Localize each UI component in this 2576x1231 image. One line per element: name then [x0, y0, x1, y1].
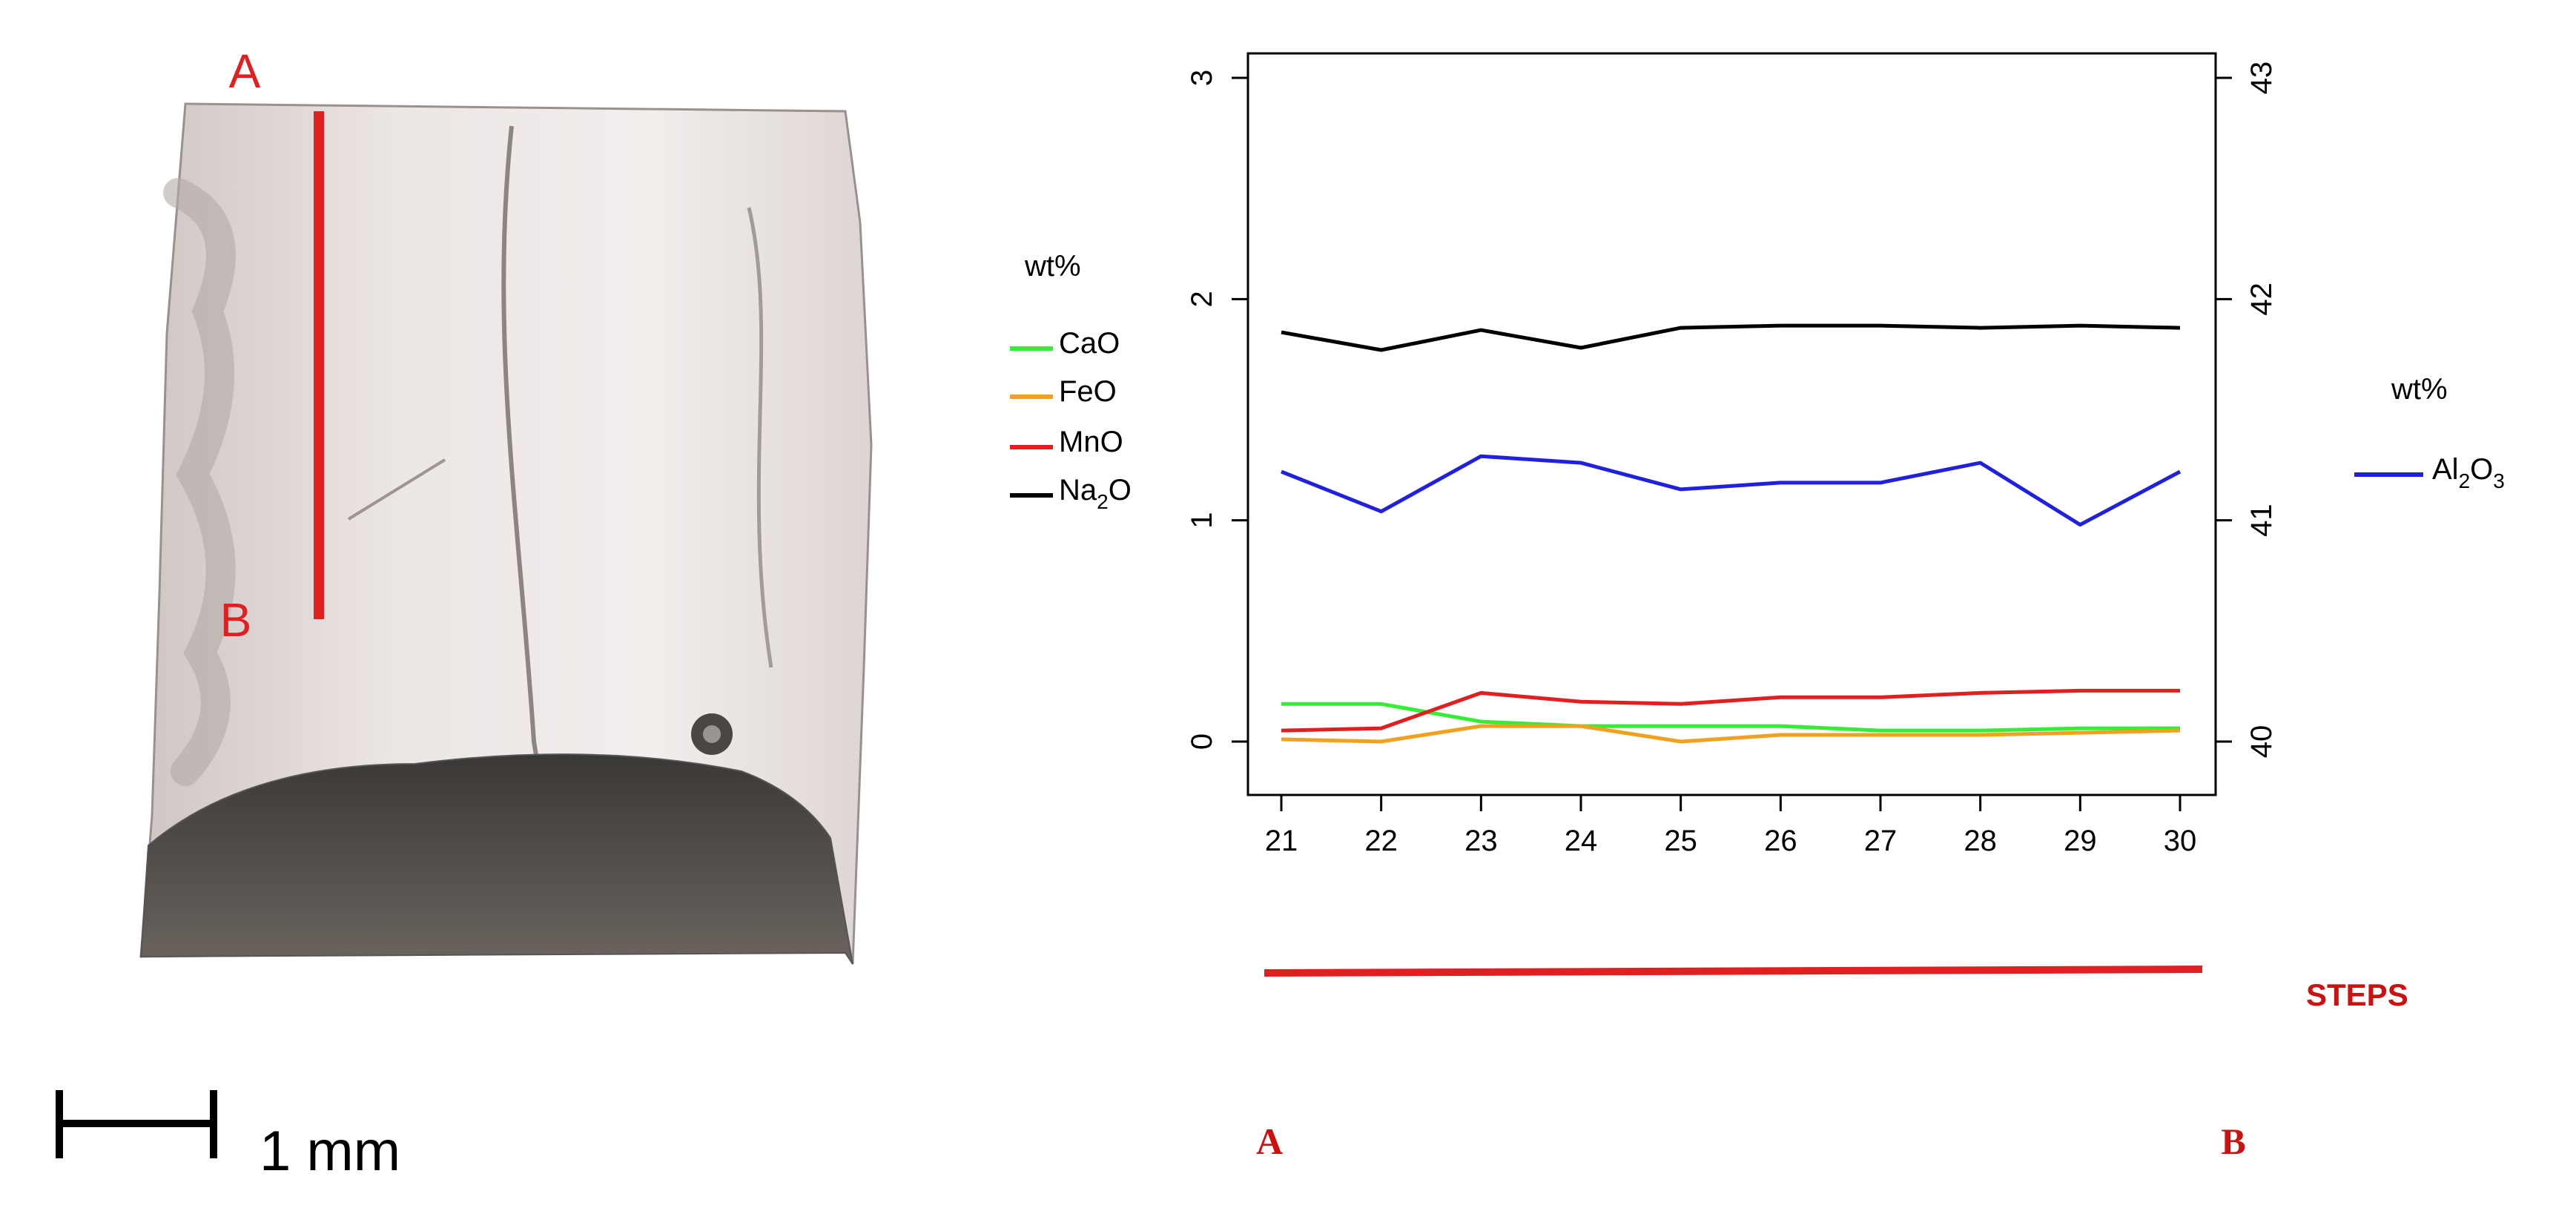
steps-label: STEPS	[2306, 977, 2408, 1012]
legend-label-na2o: Na2O	[1059, 474, 1132, 513]
sample-photo: A B	[139, 44, 873, 965]
series-line-mno	[1281, 688, 2180, 733]
x-tick-label: 27	[1864, 825, 1898, 857]
legend-entry-cao: CaO	[1010, 327, 1120, 360]
traverse-start-label: A	[1256, 1121, 1283, 1162]
series-layer	[1281, 323, 2182, 744]
x-tick-label: 29	[2064, 825, 2097, 857]
x-tick-label: 24	[1565, 825, 1598, 857]
legend-entry-na2o: Na2O	[1010, 474, 1132, 513]
series-line-al2o3	[1281, 454, 2182, 527]
marker-a-label: A	[229, 44, 261, 98]
plot-frame	[1246, 52, 2217, 796]
x-tick-label: 26	[1764, 825, 1797, 857]
legend-entry-mno: MnO	[1010, 426, 1123, 458]
legend-entry-al2o3: Al2O3	[2354, 453, 2505, 492]
crystal-crack	[747, 207, 773, 668]
y-left-tick-label: 0	[1186, 733, 1218, 750]
legend-right-title: wt%	[2391, 373, 2448, 406]
crystal-crack	[501, 125, 551, 831]
melt-bubble	[703, 725, 721, 743]
x-axis: 21 22 23 24 25 26 27 28 29 30	[1265, 795, 2197, 857]
x-tick-label: 22	[1364, 825, 1398, 857]
y-right-tick-label: 40	[2245, 725, 2278, 759]
y-left-tick-label: 1	[1186, 512, 1218, 529]
legend-left: wt% CaO FeO MnO Na2O	[1010, 250, 1132, 513]
marker-b-label: B	[220, 593, 252, 647]
y-left-tick-label: 2	[1186, 291, 1218, 307]
y-axis-left: 0 1 2 3	[1186, 70, 1248, 750]
crystal-crack	[347, 458, 446, 521]
legend-label-cao: CaO	[1059, 327, 1120, 360]
series-line-cao	[1281, 702, 2180, 733]
legend-label-al2o3: Al2O3	[2432, 453, 2505, 492]
x-tick-label: 25	[1664, 825, 1697, 857]
traverse-end-label: B	[2221, 1121, 2245, 1162]
steps-line	[1264, 966, 2203, 977]
series-line-na2o	[1281, 323, 2181, 352]
y-left-tick-label: 3	[1186, 70, 1218, 86]
crystal-inclusions	[163, 178, 236, 786]
y-right-tick-label: 41	[2245, 504, 2278, 537]
host-rock	[139, 753, 853, 965]
traverse-indicator: STEPS A B	[1256, 966, 2408, 1162]
scale-bar-label: 1 mm	[260, 1120, 400, 1183]
x-tick-label: 28	[1964, 825, 1997, 857]
legend-left-title: wt%	[1024, 250, 1081, 283]
series-line-feo	[1281, 724, 2181, 744]
legend-right: wt% Al2O3	[2354, 373, 2505, 492]
scale-bar: 1 mm	[56, 1090, 400, 1183]
legend-label-feo: FeO	[1059, 375, 1117, 408]
y-axis-right: 40 41 42 43	[2216, 62, 2278, 759]
x-tick-label: 21	[1265, 825, 1298, 857]
y-right-tick-label: 42	[2245, 283, 2278, 316]
legend-entry-feo: FeO	[1010, 375, 1117, 408]
legend-label-mno: MnO	[1059, 426, 1123, 458]
y-right-tick-label: 43	[2245, 62, 2278, 95]
x-tick-label: 30	[2164, 825, 2197, 857]
x-tick-label: 23	[1464, 825, 1498, 857]
